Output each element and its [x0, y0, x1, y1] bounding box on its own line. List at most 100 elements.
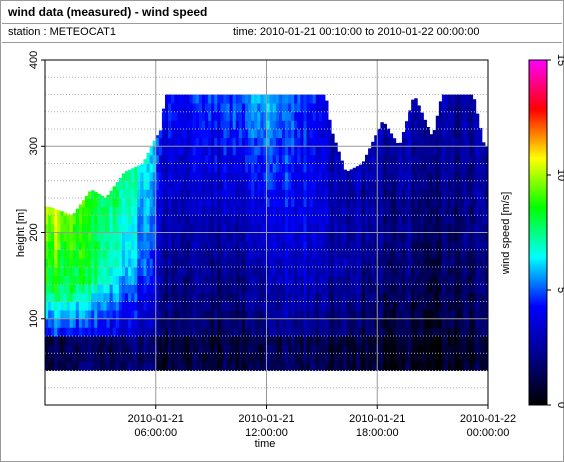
- heatmap-cell: [309, 241, 314, 251]
- heatmap-cell: [121, 318, 126, 328]
- heatmap-cell: [161, 249, 166, 259]
- heatmap-cell: [374, 146, 378, 156]
- heatmap-cell: [417, 258, 421, 268]
- heatmap-cell: [171, 198, 175, 208]
- heatmap-cell: [401, 310, 406, 320]
- heatmap-cell: [401, 327, 406, 337]
- heatmap-cell: [417, 223, 421, 233]
- heatmap-cell: [94, 232, 98, 242]
- heatmap-cell: [460, 249, 464, 259]
- heatmap-cell: [121, 361, 126, 371]
- heatmap-cell: [485, 206, 488, 216]
- heatmap-cell: [155, 336, 160, 346]
- heatmap-cell: [131, 284, 135, 294]
- heatmap-cell: [472, 241, 477, 251]
- heatmap-cell: [420, 241, 424, 251]
- heatmap-cell: [435, 129, 440, 139]
- heatmap-cell: [45, 301, 49, 311]
- heatmap-cell: [238, 172, 243, 182]
- heatmap-cell: [248, 318, 252, 328]
- heatmap-cell: [248, 258, 252, 268]
- heatmap-cell: [426, 344, 431, 354]
- heatmap-cell: [411, 267, 415, 277]
- heatmap-cell: [109, 318, 114, 328]
- heatmap-cell: [420, 206, 424, 216]
- heatmap-cell: [331, 267, 335, 277]
- heatmap-cell: [417, 120, 421, 130]
- heatmap-cell: [435, 146, 440, 156]
- heatmap-cell: [269, 292, 274, 302]
- heatmap-cell: [414, 310, 418, 320]
- heatmap-cell: [155, 172, 160, 182]
- heatmap-cell: [217, 223, 221, 233]
- heatmap-cell: [352, 258, 357, 268]
- heatmap-cell: [463, 275, 467, 285]
- heatmap-cell: [189, 198, 194, 208]
- heatmap-cell: [94, 344, 98, 354]
- heatmap-cell: [257, 327, 261, 337]
- heatmap-cell: [392, 267, 397, 277]
- heatmap-cell: [128, 169, 132, 173]
- heatmap-cell: [260, 241, 264, 251]
- heatmap-cell: [165, 172, 169, 182]
- heatmap-cell: [478, 310, 483, 320]
- heatmap-cell: [420, 180, 424, 190]
- heatmap-cell: [288, 215, 292, 225]
- heatmap-cell: [91, 190, 95, 199]
- heatmap-cell: [386, 146, 391, 156]
- heatmap-cell: [365, 267, 369, 277]
- heatmap-cell: [94, 267, 98, 277]
- heatmap-cell: [429, 353, 434, 363]
- heatmap-cell: [131, 267, 135, 277]
- heatmap-cell: [180, 361, 184, 371]
- heatmap-cell: [457, 223, 461, 233]
- heatmap-cell: [85, 361, 89, 371]
- heatmap-cell: [288, 327, 292, 337]
- heatmap-cell: [315, 111, 320, 121]
- heatmap-cell: [478, 327, 483, 337]
- heatmap-cell: [115, 206, 120, 216]
- heatmap-cell: [158, 223, 163, 233]
- heatmap-cell: [115, 292, 120, 302]
- heatmap-cell: [78, 232, 83, 242]
- heatmap-cell: [48, 267, 52, 277]
- heatmap-cell: [445, 336, 449, 346]
- heatmap-cell: [245, 232, 249, 242]
- heatmap-cell: [128, 180, 132, 190]
- heatmap-cell: [134, 310, 138, 320]
- heatmap-cell: [137, 275, 141, 285]
- heatmap-cell: [460, 344, 464, 354]
- heatmap-cell: [54, 258, 58, 268]
- heatmap-cell: [195, 223, 200, 233]
- heatmap-cell: [460, 120, 464, 130]
- heatmap-cell: [155, 180, 160, 190]
- heatmap-cell: [177, 223, 181, 233]
- heatmap-cell: [174, 137, 178, 147]
- heatmap-cell: [241, 206, 246, 216]
- heatmap-cell: [306, 292, 311, 302]
- heatmap-cell: [81, 249, 86, 259]
- heatmap-cell: [229, 120, 234, 130]
- heatmap-cell: [325, 336, 329, 346]
- heatmap-cell: [245, 344, 249, 354]
- heatmap-cell: [248, 223, 252, 233]
- heatmap-cell: [78, 327, 83, 337]
- heatmap-cell: [432, 163, 437, 173]
- heatmap-cell: [229, 275, 234, 285]
- heatmap-cell: [103, 327, 107, 337]
- heatmap-cell: [155, 241, 160, 251]
- heatmap-cell: [346, 275, 351, 285]
- heatmap-cell: [454, 163, 458, 173]
- heatmap-cell: [241, 292, 246, 302]
- heatmap-cell: [383, 223, 387, 233]
- heatmap-cell: [72, 213, 77, 216]
- heatmap-cell: [438, 318, 443, 328]
- heatmap-cell: [377, 241, 381, 251]
- heatmap-cell: [128, 327, 132, 337]
- heatmap-cell: [309, 301, 314, 311]
- heatmap-cell: [411, 198, 415, 208]
- heatmap-cell: [472, 284, 477, 294]
- heatmap-cell: [183, 353, 187, 363]
- heatmap-cell: [186, 129, 191, 139]
- heatmap-cell: [352, 198, 357, 208]
